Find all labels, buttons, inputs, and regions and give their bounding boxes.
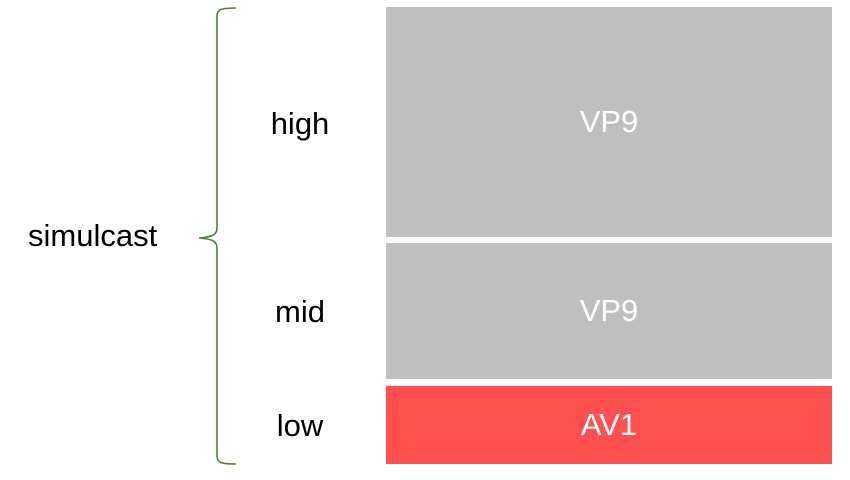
layer-box-high: VP9 <box>386 7 832 237</box>
codec-label: VP9 <box>579 104 639 139</box>
layer-label-high: high <box>270 106 330 141</box>
layer-box-low: AV1 <box>386 386 832 464</box>
layer-label-mid: mid <box>275 294 325 329</box>
group-label: simulcast <box>28 218 158 253</box>
codec-label: VP9 <box>579 293 639 328</box>
curly-brace <box>198 7 237 465</box>
layer-box-mid: VP9 <box>386 243 832 379</box>
layer-label-low: low <box>276 408 324 443</box>
codec-label: AV1 <box>580 407 638 442</box>
